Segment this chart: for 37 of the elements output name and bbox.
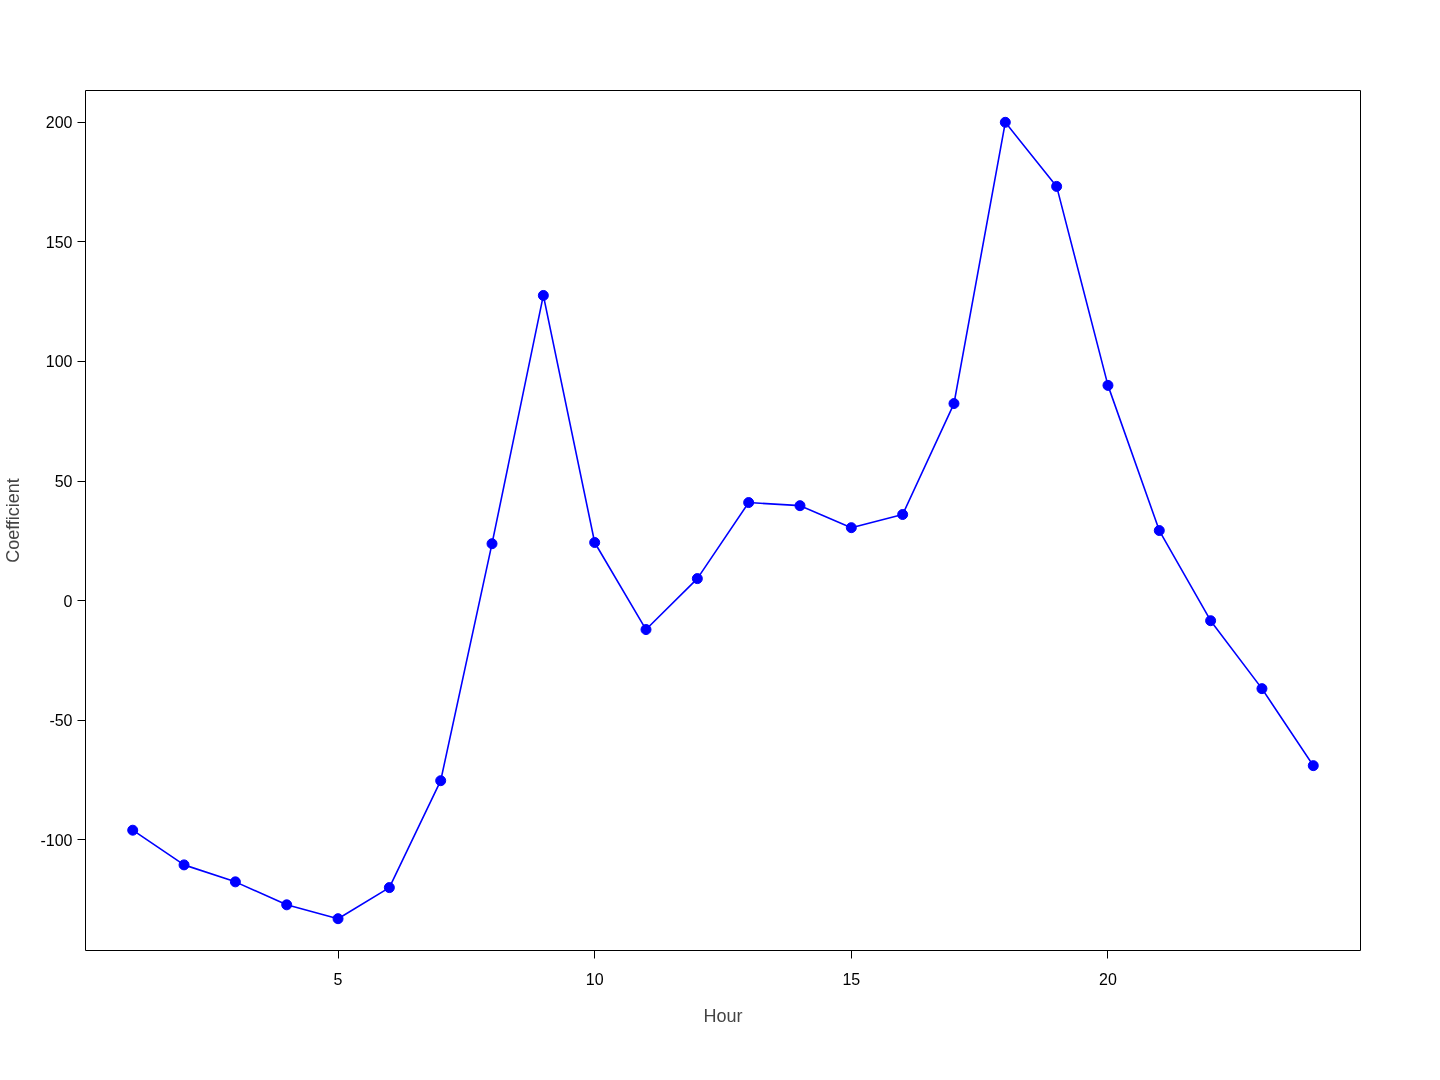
- point: [1205, 615, 1217, 627]
- y-tick-label: 100: [45, 353, 73, 371]
- point: [691, 573, 703, 585]
- x-tick-label: 10: [585, 970, 604, 988]
- point: [794, 500, 806, 512]
- point: [948, 398, 960, 410]
- point: [537, 289, 549, 301]
- point: [435, 775, 447, 787]
- point: [127, 824, 139, 836]
- y-tick-label: -100: [40, 831, 73, 849]
- point: [383, 882, 395, 894]
- point: [999, 116, 1011, 128]
- x-tick-label: 5: [333, 970, 343, 988]
- point: [229, 876, 241, 888]
- y-tick-label: 50: [54, 473, 73, 491]
- point: [1102, 379, 1114, 391]
- point: [1307, 760, 1319, 772]
- point: [845, 522, 857, 534]
- point: [743, 497, 755, 509]
- point: [486, 538, 498, 550]
- x-axis-title: Hour: [703, 1005, 743, 1026]
- point: [897, 509, 909, 521]
- y-tick-label: 200: [45, 114, 73, 132]
- point: [178, 859, 190, 871]
- point: [1153, 525, 1165, 537]
- point: [1256, 683, 1268, 695]
- y-tick-label: 150: [45, 233, 73, 251]
- x-tick-label: 15: [842, 970, 861, 988]
- point: [332, 913, 344, 925]
- point: [589, 537, 601, 548]
- y-tick-label: 0: [63, 592, 73, 610]
- x-tick-label: 20: [1099, 970, 1117, 988]
- y-axis-title: Coefficient: [3, 478, 24, 563]
- point: [1051, 180, 1063, 192]
- point: [640, 624, 652, 636]
- y-tick-label: -50: [49, 712, 73, 730]
- point: [281, 899, 293, 911]
